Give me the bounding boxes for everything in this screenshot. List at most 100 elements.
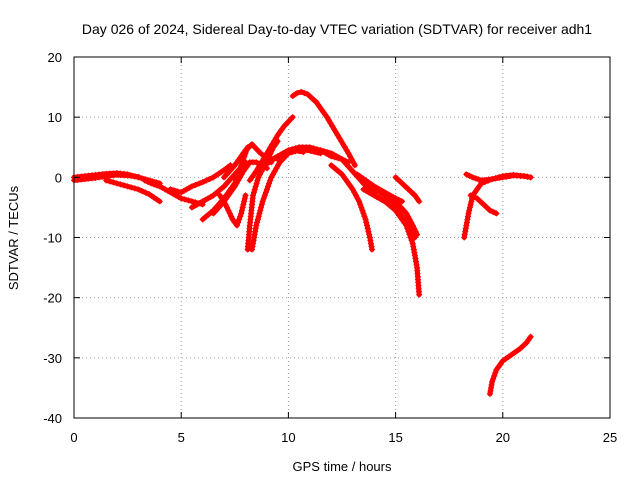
data-point	[365, 228, 372, 235]
data-point	[470, 193, 477, 200]
x-tick-label: 25	[603, 430, 617, 445]
data-point	[466, 172, 473, 179]
data-point	[349, 186, 356, 193]
data-point	[241, 198, 248, 205]
data-point	[363, 219, 370, 226]
data-point	[266, 180, 273, 187]
data-point	[461, 234, 468, 241]
data-point	[385, 195, 392, 202]
data-point	[362, 216, 369, 223]
data-point	[252, 183, 259, 190]
data-point	[249, 243, 256, 250]
series-arc-27	[467, 192, 500, 217]
y-axis-label: SDTVAR / TECUs	[6, 185, 21, 290]
data-point	[313, 146, 320, 153]
axis-ticks: 0 5 10 15 20 25 -40 -30 -20 -10 0 10 20	[43, 50, 617, 445]
data-point	[336, 135, 343, 142]
data-point	[490, 375, 497, 382]
data-point	[288, 149, 295, 156]
data-point	[361, 213, 368, 220]
data-point	[332, 129, 339, 136]
data-point	[298, 88, 305, 95]
data-point	[392, 195, 399, 202]
data-point	[250, 189, 257, 196]
data-point	[364, 225, 371, 232]
data-point	[233, 180, 240, 187]
data-point	[267, 150, 274, 157]
series-arc-09	[216, 192, 249, 229]
data-point	[272, 141, 279, 148]
data-point	[492, 175, 499, 182]
data-point	[364, 222, 371, 229]
data-point	[188, 198, 195, 205]
data-point	[329, 123, 336, 130]
data-point	[267, 177, 274, 184]
data-point	[99, 173, 106, 180]
data-point	[468, 198, 475, 205]
series-arc-05	[167, 162, 234, 196]
data-point	[250, 237, 257, 244]
series-arc-15	[289, 88, 358, 169]
data-point	[410, 246, 417, 253]
data-point	[360, 210, 367, 217]
data-point	[192, 181, 199, 188]
data-point	[235, 219, 242, 226]
data-point	[240, 168, 247, 175]
data-point	[257, 207, 264, 214]
data-point	[525, 336, 532, 343]
data-point	[405, 186, 412, 193]
data-point	[465, 210, 472, 217]
data-point	[351, 189, 358, 196]
series-layer	[71, 88, 534, 397]
data-point	[225, 207, 232, 214]
x-tick-label: 10	[281, 430, 295, 445]
data-point	[262, 189, 269, 196]
data-point	[271, 168, 278, 175]
data-point	[486, 390, 493, 397]
data-point	[310, 96, 317, 103]
data-point	[289, 93, 296, 100]
data-point	[357, 201, 364, 208]
data-point	[106, 178, 113, 185]
data-point	[411, 192, 418, 199]
data-point	[516, 345, 523, 352]
series-trace	[461, 172, 534, 240]
data-point	[196, 180, 203, 187]
data-point	[268, 174, 275, 181]
data-point	[259, 198, 266, 205]
data-point	[462, 228, 469, 235]
data-point	[156, 198, 163, 205]
data-point	[497, 360, 504, 367]
data-point	[413, 261, 420, 268]
data-point	[301, 90, 308, 97]
data-point	[395, 196, 402, 203]
y-tick-label: 0	[55, 170, 62, 185]
data-point	[493, 366, 500, 373]
data-point	[463, 222, 470, 229]
data-point	[472, 175, 479, 182]
data-point	[410, 243, 417, 250]
data-point	[338, 138, 345, 145]
data-point	[406, 225, 412, 232]
series-arc-02	[71, 171, 142, 184]
data-point	[474, 195, 481, 202]
data-point	[218, 195, 225, 202]
data-point	[310, 146, 317, 153]
data-point	[307, 93, 314, 100]
data-point	[388, 198, 395, 205]
data-point	[411, 249, 418, 256]
series-arc-18	[328, 162, 376, 253]
series-arc-25	[461, 171, 534, 241]
data-point	[463, 219, 470, 226]
data-point	[276, 129, 283, 136]
data-point	[409, 222, 416, 229]
data-point	[221, 198, 228, 205]
data-point	[258, 201, 265, 208]
y-tick-label: 20	[48, 50, 62, 65]
data-point	[289, 114, 296, 121]
data-point	[254, 216, 261, 223]
data-point	[296, 147, 303, 154]
data-point	[345, 150, 352, 157]
data-point	[273, 165, 280, 172]
data-point	[228, 213, 235, 220]
